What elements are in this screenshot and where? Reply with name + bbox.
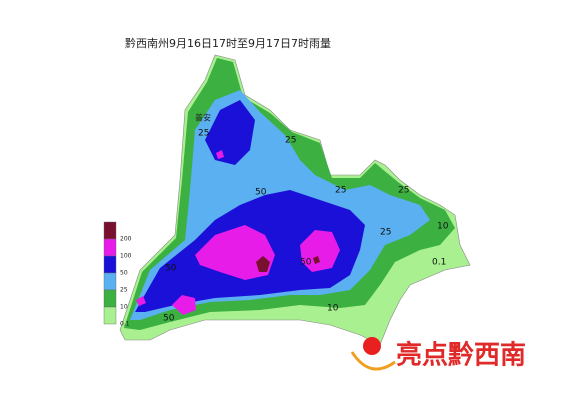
legend-label: 50 — [120, 270, 128, 277]
contour-label: 25 — [335, 186, 346, 196]
contour-label: 50 — [300, 258, 312, 268]
contour-label: 50 — [165, 264, 177, 274]
title: 黔西南州9月16日17时至9月17日7时雨量 — [125, 36, 331, 50]
place-label: 普安 — [195, 113, 211, 123]
legend-swatch — [103, 221, 117, 240]
band-50 — [135, 100, 365, 312]
legend-swatch — [103, 255, 117, 274]
contour-label: 25 — [380, 228, 391, 238]
contour-label: 50 — [163, 314, 175, 324]
legend-label: 200 — [120, 236, 132, 243]
contour-label: 25 — [285, 136, 296, 146]
band-100 — [136, 150, 340, 315]
contour-label: 10 — [437, 222, 449, 232]
watermark: 亮点黔西南 — [396, 340, 526, 371]
rain-map — [119, 54, 471, 346]
contour-label: 25 — [198, 129, 209, 139]
legend-label: 10 — [120, 304, 128, 311]
contour-labels: 25 25 25 25 50 50 25 10 0.1 10 50 50 — [163, 129, 449, 324]
contour-label: 10 — [327, 304, 339, 314]
legend: 200 100 50 25 10 0.1 — [103, 221, 132, 328]
legend-swatch — [103, 272, 117, 291]
band-200 — [256, 256, 320, 272]
contour-label: 50 — [255, 188, 267, 198]
legend-swatch — [103, 306, 117, 325]
logo-dot — [363, 337, 381, 355]
contour-label: 25 — [398, 186, 409, 196]
legend-label: 25 — [120, 287, 128, 294]
legend-label: 100 — [120, 253, 132, 260]
contour-label: 0.1 — [432, 258, 446, 268]
legend-label: 0.1 — [120, 321, 130, 328]
legend-swatch — [103, 238, 117, 257]
logo-swoosh — [350, 351, 396, 371]
legend-swatch — [103, 289, 117, 308]
